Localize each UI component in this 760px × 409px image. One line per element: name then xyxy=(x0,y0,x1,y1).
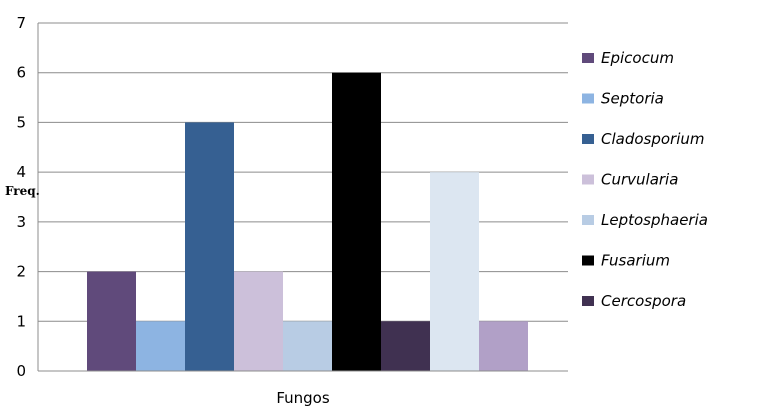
bar xyxy=(381,321,430,371)
legend-swatch xyxy=(582,93,594,104)
legend-swatch xyxy=(582,174,594,185)
y-tick-label: 7 xyxy=(16,14,26,32)
legend-label: Fusarium xyxy=(601,252,670,270)
y-tick-labels: 0 1 2 3 4 5 6 7 xyxy=(16,14,26,380)
legend-label: Septoria xyxy=(601,90,664,108)
bar xyxy=(136,321,185,371)
y-tick-label: 5 xyxy=(16,113,26,131)
y-tick-label: 1 xyxy=(16,312,26,330)
legend-label: Epicocum xyxy=(601,49,674,67)
bar xyxy=(430,172,479,371)
legend-label: Cladosporium xyxy=(601,130,705,148)
legend-swatch xyxy=(582,215,594,225)
legend-swatch xyxy=(582,134,594,144)
y-tick-label: 3 xyxy=(16,213,26,231)
y-tick-label: 2 xyxy=(16,263,26,281)
bars xyxy=(87,72,528,371)
bar xyxy=(87,271,136,371)
bar xyxy=(283,321,332,371)
x-axis-label: Fungos xyxy=(276,389,330,407)
legend-label: Leptosphaeria xyxy=(601,211,708,229)
y-tick-label: 4 xyxy=(16,163,26,181)
legend-swatch xyxy=(582,53,594,63)
y-axis-label: Freq. xyxy=(5,184,40,198)
bar xyxy=(332,72,381,371)
legend-label: Curvularia xyxy=(601,171,678,189)
y-tick-label: 0 xyxy=(16,362,26,380)
legend-label: Cercospora xyxy=(601,292,686,310)
legend-swatch xyxy=(582,296,594,306)
bar xyxy=(234,271,283,371)
bar xyxy=(185,122,234,371)
legend-swatch xyxy=(582,255,594,266)
y-tick-label: 6 xyxy=(16,64,26,82)
bar xyxy=(479,321,528,371)
legend: Epicocum Septoria Cladosporium Curvularia Le… xyxy=(582,49,708,310)
